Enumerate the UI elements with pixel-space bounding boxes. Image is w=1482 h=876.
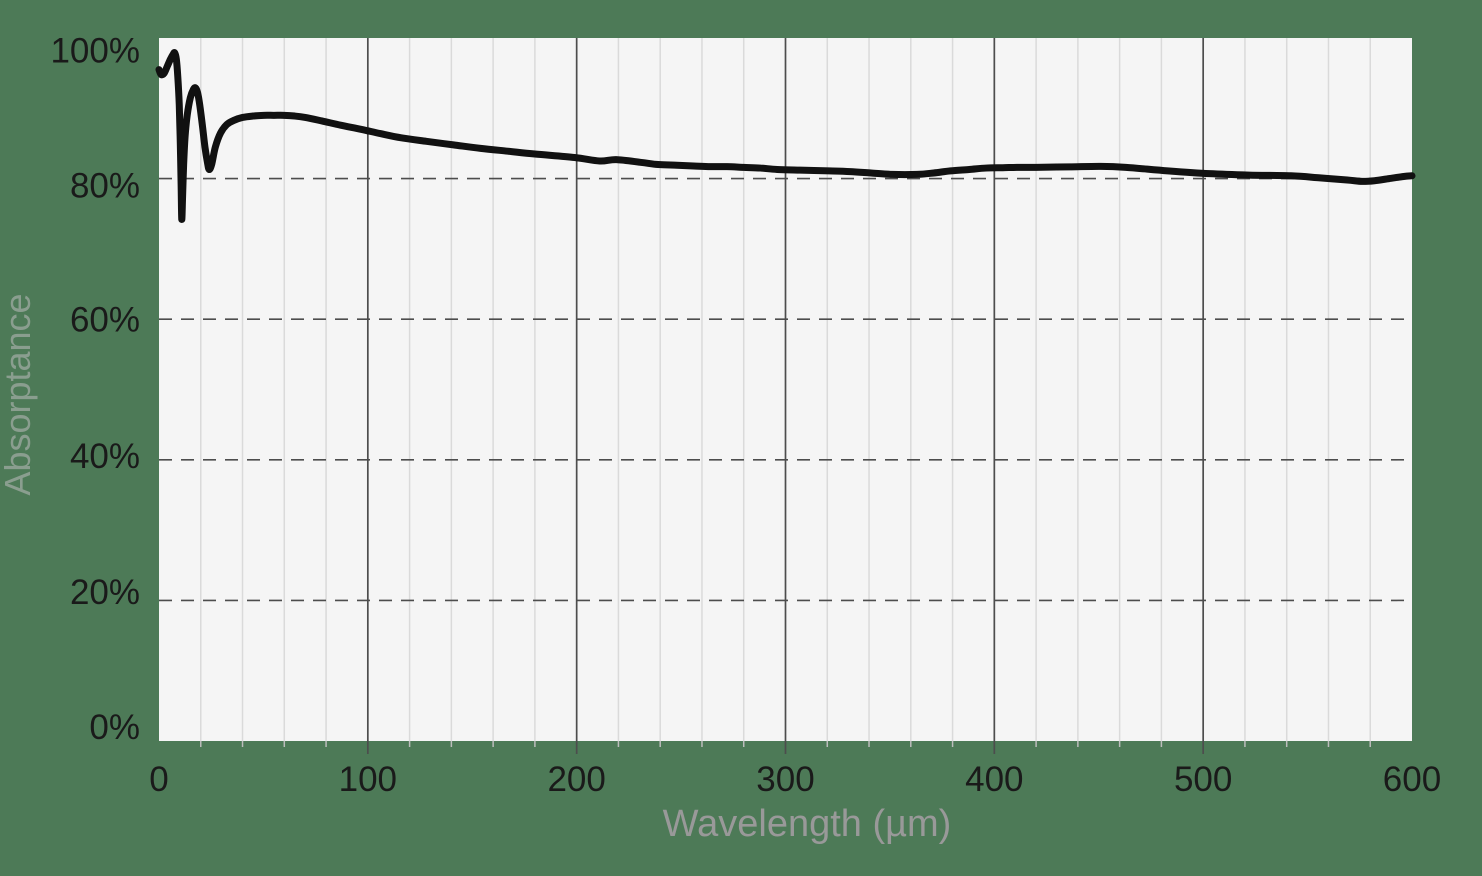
svg-text:40%: 40% (70, 437, 140, 476)
svg-text:100: 100 (339, 760, 397, 799)
svg-text:20%: 20% (70, 573, 140, 612)
svg-text:100%: 100% (50, 32, 140, 71)
svg-text:500: 500 (1174, 760, 1232, 799)
svg-text:200: 200 (547, 760, 605, 799)
svg-text:300: 300 (756, 760, 814, 799)
svg-text:600: 600 (1383, 760, 1441, 799)
svg-text:0: 0 (149, 760, 168, 799)
svg-text:Absorptance: Absorptance (0, 293, 38, 495)
svg-text:Wavelength (µm): Wavelength (µm) (663, 803, 952, 845)
svg-text:400: 400 (965, 760, 1023, 799)
svg-text:0%: 0% (89, 708, 140, 747)
svg-text:60%: 60% (70, 301, 140, 340)
svg-text:80%: 80% (70, 167, 140, 206)
